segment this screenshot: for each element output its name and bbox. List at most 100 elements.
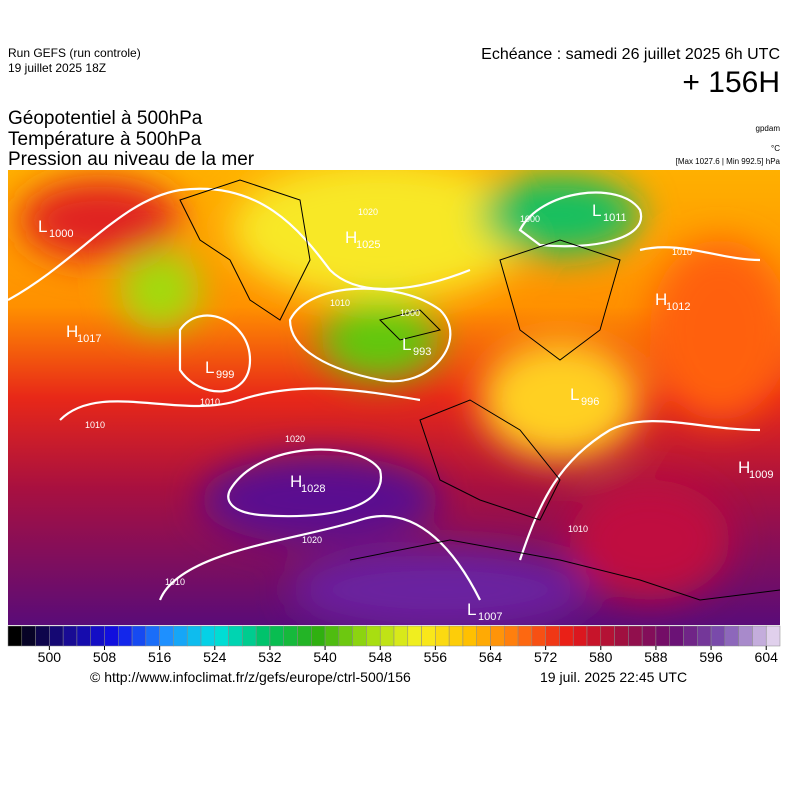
colorbar-swatch: [118, 625, 133, 647]
colorbar-swatch: [283, 625, 298, 647]
center-letter: L: [38, 217, 47, 236]
colorbar-swatch: [462, 625, 477, 647]
colorbar-swatch: [297, 625, 312, 647]
colorbar-swatch: [242, 625, 257, 647]
center-letter: L: [592, 201, 601, 220]
title-3: Pression au niveau de la mer: [8, 149, 255, 170]
run: Run GEFS (run controle): [8, 46, 141, 60]
colorbar-swatch: [159, 625, 174, 647]
center-letter: L: [467, 600, 476, 619]
center-letter: H: [738, 458, 750, 477]
title-1: Géopotentiel à 500hPa: [8, 108, 203, 129]
colorbar-label: 580: [589, 649, 613, 665]
colorbar-swatch: [448, 625, 464, 647]
isobar-label: 1010: [330, 298, 350, 308]
isobar-label: 1010: [672, 247, 692, 257]
center-letter: L: [570, 385, 579, 404]
colorbar-swatch: [311, 625, 326, 647]
colorbar-swatch: [517, 625, 533, 647]
colorbar-swatch: [49, 625, 64, 647]
colorbar-swatch: [614, 625, 629, 647]
valid-time: Echéance : samedi 26 juillet 2025 6h UTC: [481, 46, 780, 63]
colorbar-swatch: [186, 625, 202, 647]
colorbar-swatch: [683, 625, 698, 647]
center-pressure: 1007: [478, 611, 502, 623]
center-pressure: 1017: [77, 333, 101, 345]
colorbar-swatch: [7, 625, 23, 647]
colorbar-label: 532: [258, 649, 282, 665]
range: [Max 1027.6 | Min 992.5] hPa: [675, 157, 780, 166]
colorbar-swatch: [545, 625, 560, 647]
isobar-label: 1000: [520, 214, 540, 224]
colorbar-swatch: [738, 625, 753, 647]
isobar-label: 1020: [358, 207, 378, 217]
colorbar-label: 524: [203, 649, 227, 665]
source-url: © http://www.infoclimat.fr/z/gefs/europe…: [90, 669, 411, 685]
colorbar-label: 556: [424, 649, 448, 665]
isobar-label: 1020: [285, 434, 305, 444]
run-date: 19 juillet 2025 18Z: [8, 61, 107, 75]
colorbar-swatch: [131, 625, 147, 647]
colorbar-label: 516: [148, 649, 172, 665]
center-letter: H: [345, 228, 357, 247]
center-letter: H: [66, 322, 78, 341]
colorbar-swatch: [269, 625, 284, 647]
colorbar-label: 572: [534, 649, 558, 665]
colorbar-swatch: [724, 625, 739, 647]
colorbar-swatch: [586, 625, 602, 647]
center-pressure: 1009: [749, 469, 773, 481]
colorbar-swatch: [173, 625, 188, 647]
center-letter: L: [402, 335, 411, 354]
center-letter: H: [290, 472, 302, 491]
colorbar-swatch: [324, 625, 340, 647]
colorbar-swatch: [641, 625, 657, 647]
isobar-label: 1020: [302, 535, 322, 545]
isobar-label: 1000: [400, 308, 420, 318]
colorbar-swatch: [421, 625, 436, 647]
coastlines: [179, 179, 780, 601]
isobars: [8, 187, 761, 601]
colorbar-swatch: [352, 625, 367, 647]
colorbar-swatch: [90, 625, 105, 647]
colorbar-label: 548: [369, 649, 393, 665]
colorbar-swatch: [255, 625, 271, 647]
center-pressure: 996: [581, 396, 599, 408]
colorbar-swatch: [504, 625, 519, 647]
center-pressure: 1011: [603, 212, 627, 224]
isobar-label: 1010: [200, 397, 220, 407]
field: [8, 170, 780, 625]
colorbar-swatch: [393, 625, 409, 647]
colorbar-swatch: [669, 625, 684, 647]
colorbar-swatch: [62, 625, 78, 647]
colorbar-label: 588: [644, 649, 668, 665]
center-pressure: 1000: [49, 228, 73, 240]
center-pressure: 999: [216, 369, 234, 381]
colorbar-label: 500: [38, 649, 62, 665]
colorbar-swatch: [21, 625, 36, 647]
colorbar-swatch: [379, 625, 395, 647]
center-pressure: 1028: [301, 483, 325, 495]
isobar-label: 1010: [165, 577, 185, 587]
center-letter: H: [655, 290, 667, 309]
issued-time: 19 juil. 2025 22:45 UTC: [540, 669, 688, 685]
lead-time: + 156H: [682, 66, 780, 99]
colorbar-swatch: [214, 625, 229, 647]
colorbar-swatch: [104, 625, 119, 647]
colorbar-label: 540: [313, 649, 337, 665]
center-pressure: 1012: [666, 301, 690, 313]
colorbar-swatch: [338, 625, 353, 647]
colorbar-swatch: [200, 625, 216, 647]
colorbar-label: 604: [755, 649, 779, 665]
colorbar-swatch: [407, 625, 422, 647]
colorbar-swatch: [765, 625, 781, 647]
colorbar-label: 564: [479, 649, 503, 665]
unit: gpdam: [755, 124, 780, 133]
title-2: Température à 500hPa: [8, 129, 202, 150]
colorbar-swatch: [435, 625, 450, 647]
colorbar-swatch: [697, 625, 712, 647]
colorbar-swatch: [35, 625, 50, 647]
colorbar-label: 596: [699, 649, 723, 665]
colorbar-swatch: [559, 625, 574, 647]
